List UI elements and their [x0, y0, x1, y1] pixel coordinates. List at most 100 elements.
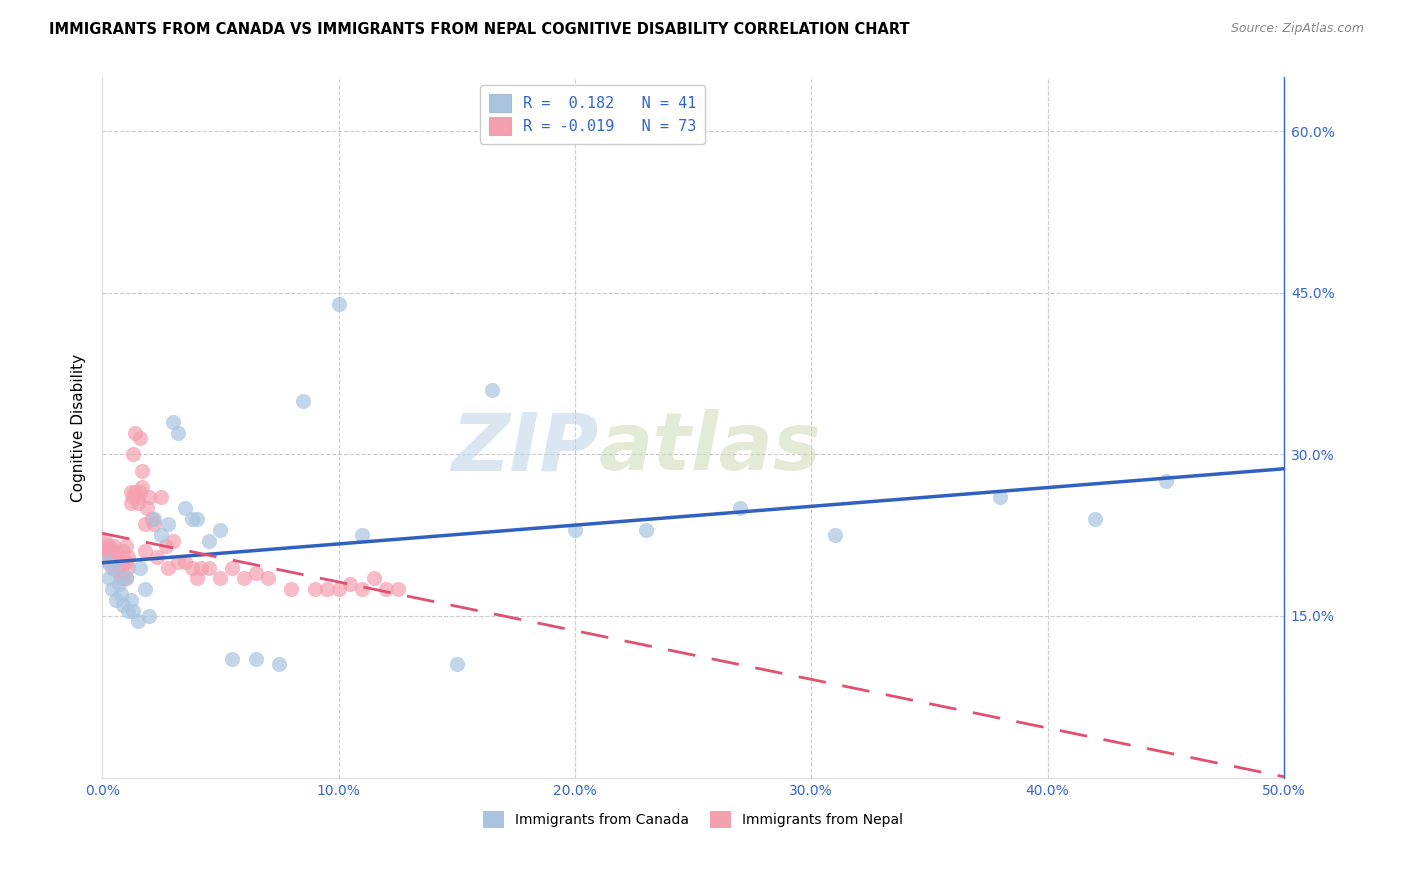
Point: [107, 576, 129, 591]
Point: [96, 544, 118, 558]
Point: [481, 383, 503, 397]
Point: [304, 582, 326, 596]
Point: [105, 592, 128, 607]
Point: [1154, 475, 1177, 489]
Point: [328, 582, 350, 596]
Point: [124, 485, 146, 500]
Point: [115, 571, 138, 585]
Point: [122, 491, 145, 505]
Point: [138, 609, 160, 624]
Point: [166, 425, 188, 440]
Point: [387, 582, 409, 596]
Point: [120, 485, 142, 500]
Point: [245, 566, 267, 580]
Point: [280, 582, 302, 596]
Point: [103, 539, 125, 553]
Point: [162, 415, 184, 429]
Point: [122, 447, 145, 461]
Point: [112, 544, 135, 558]
Point: [98, 539, 121, 553]
Point: [634, 523, 657, 537]
Point: [141, 512, 163, 526]
Point: [143, 517, 166, 532]
Point: [143, 512, 166, 526]
Text: atlas: atlas: [599, 409, 821, 488]
Point: [221, 652, 243, 666]
Legend: Immigrants from Canada, Immigrants from Nepal: Immigrants from Canada, Immigrants from …: [478, 805, 908, 834]
Point: [127, 491, 149, 505]
Point: [292, 393, 315, 408]
Point: [110, 587, 132, 601]
Point: [150, 491, 173, 505]
Point: [136, 501, 159, 516]
Text: Source: ZipAtlas.com: Source: ZipAtlas.com: [1230, 22, 1364, 36]
Point: [181, 512, 204, 526]
Point: [122, 604, 145, 618]
Y-axis label: Cognitive Disability: Cognitive Disability: [72, 353, 86, 501]
Point: [209, 571, 232, 585]
Point: [93, 539, 115, 553]
Point: [117, 549, 139, 564]
Point: [129, 485, 152, 500]
Point: [96, 549, 118, 564]
Point: [209, 523, 232, 537]
Point: [107, 555, 129, 569]
Point: [100, 544, 122, 558]
Point: [129, 431, 152, 445]
Point: [96, 555, 118, 569]
Point: [115, 539, 138, 553]
Point: [127, 615, 149, 629]
Point: [103, 560, 125, 574]
Point: [233, 571, 256, 585]
Point: [107, 566, 129, 580]
Point: [138, 491, 160, 505]
Point: [107, 555, 129, 569]
Point: [162, 533, 184, 548]
Point: [190, 560, 212, 574]
Point: [374, 582, 396, 596]
Point: [134, 517, 156, 532]
Point: [363, 571, 385, 585]
Point: [110, 560, 132, 574]
Point: [174, 555, 197, 569]
Point: [103, 555, 125, 569]
Point: [221, 560, 243, 574]
Point: [103, 560, 125, 574]
Point: [131, 464, 153, 478]
Point: [1084, 512, 1107, 526]
Point: [730, 501, 752, 516]
Point: [339, 576, 361, 591]
Point: [115, 571, 138, 585]
Point: [117, 604, 139, 618]
Point: [157, 517, 180, 532]
Point: [120, 592, 142, 607]
Point: [150, 528, 173, 542]
Point: [105, 560, 128, 574]
Point: [112, 571, 135, 585]
Point: [112, 598, 135, 612]
Text: IMMIGRANTS FROM CANADA VS IMMIGRANTS FROM NEPAL COGNITIVE DISABILITY CORRELATION: IMMIGRANTS FROM CANADA VS IMMIGRANTS FRO…: [49, 22, 910, 37]
Point: [100, 560, 122, 574]
Point: [186, 571, 208, 585]
Point: [93, 533, 115, 548]
Point: [256, 571, 278, 585]
Point: [115, 555, 138, 569]
Point: [245, 652, 267, 666]
Point: [315, 582, 337, 596]
Point: [127, 496, 149, 510]
Point: [166, 555, 188, 569]
Point: [269, 657, 291, 672]
Point: [564, 523, 586, 537]
Point: [328, 296, 350, 310]
Point: [120, 496, 142, 510]
Point: [446, 657, 468, 672]
Point: [988, 491, 1011, 505]
Point: [197, 533, 219, 548]
Point: [186, 512, 208, 526]
Point: [174, 501, 197, 516]
Point: [129, 560, 152, 574]
Point: [112, 555, 135, 569]
Point: [100, 549, 122, 564]
Point: [124, 425, 146, 440]
Point: [824, 528, 846, 542]
